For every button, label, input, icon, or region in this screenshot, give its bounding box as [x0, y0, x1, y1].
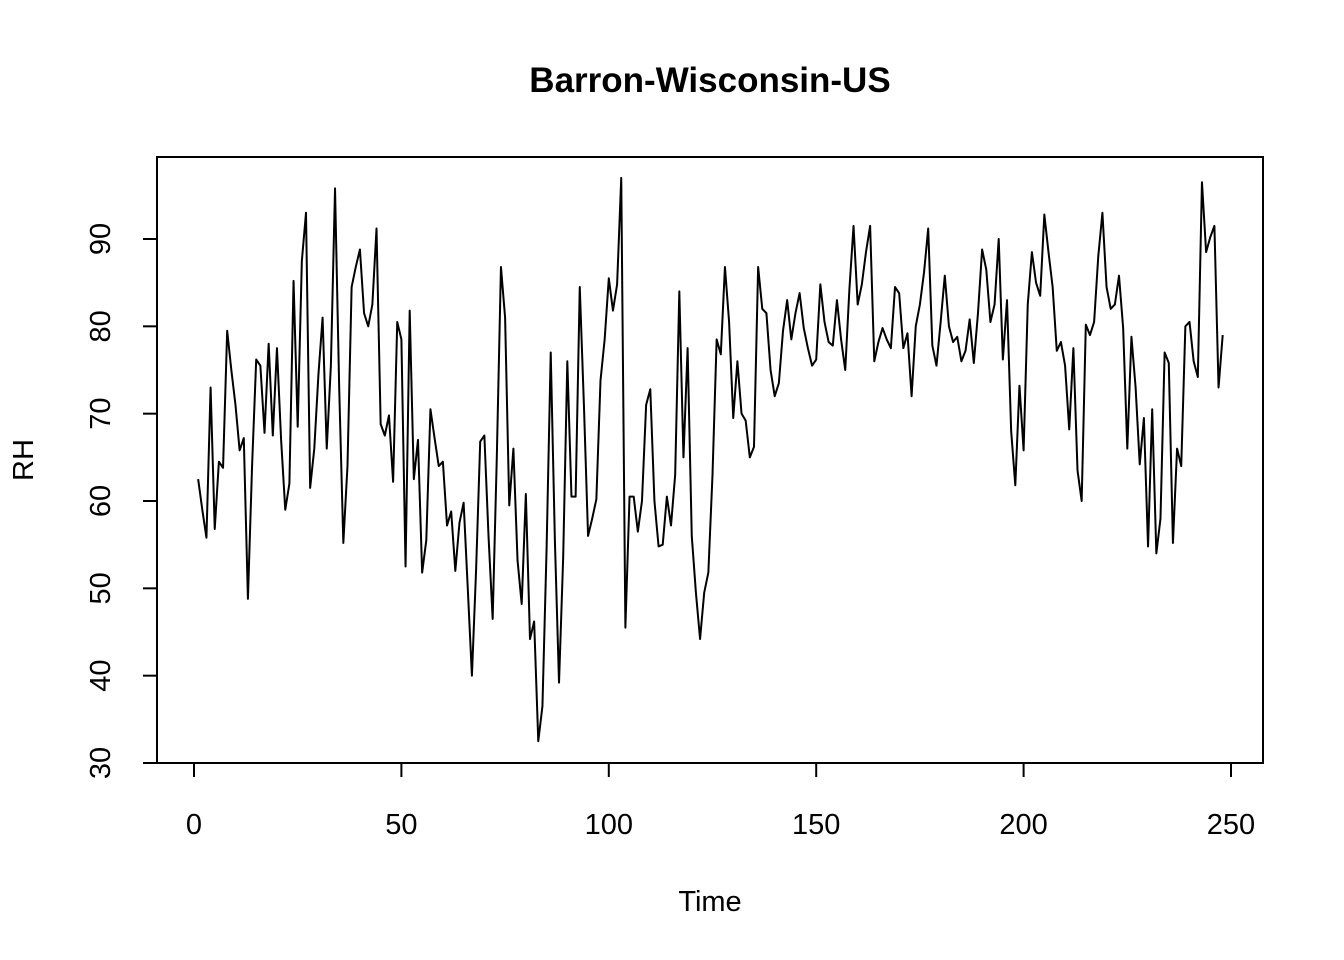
y-tick-label: 80: [85, 310, 117, 342]
x-tick-label: 250: [1207, 809, 1255, 841]
series-line: [197, 176, 1224, 743]
x-tick-label: 100: [585, 809, 633, 841]
y-axis: 30 40 50 60 70 80 90: [85, 223, 158, 779]
x-tick-label: 200: [999, 809, 1047, 841]
y-tick-label: 60: [85, 485, 117, 517]
x-tick-label: 50: [385, 809, 417, 841]
x-axis-label: Time: [678, 886, 741, 918]
y-tick-label: 90: [85, 223, 117, 255]
x-tick-label: 0: [186, 809, 202, 841]
x-tick-label: 150: [792, 809, 840, 841]
y-tick-label: 70: [85, 398, 117, 430]
y-tick-label: 30: [85, 747, 117, 779]
y-tick-label: 40: [85, 660, 117, 692]
x-axis: 0 50 100 150 200 250: [186, 762, 1255, 841]
y-tick-label: 50: [85, 572, 117, 604]
y-axis-label: RH: [8, 439, 40, 481]
chart-title: Barron-Wisconsin-US: [529, 61, 890, 100]
plot-frame: [156, 156, 1264, 764]
